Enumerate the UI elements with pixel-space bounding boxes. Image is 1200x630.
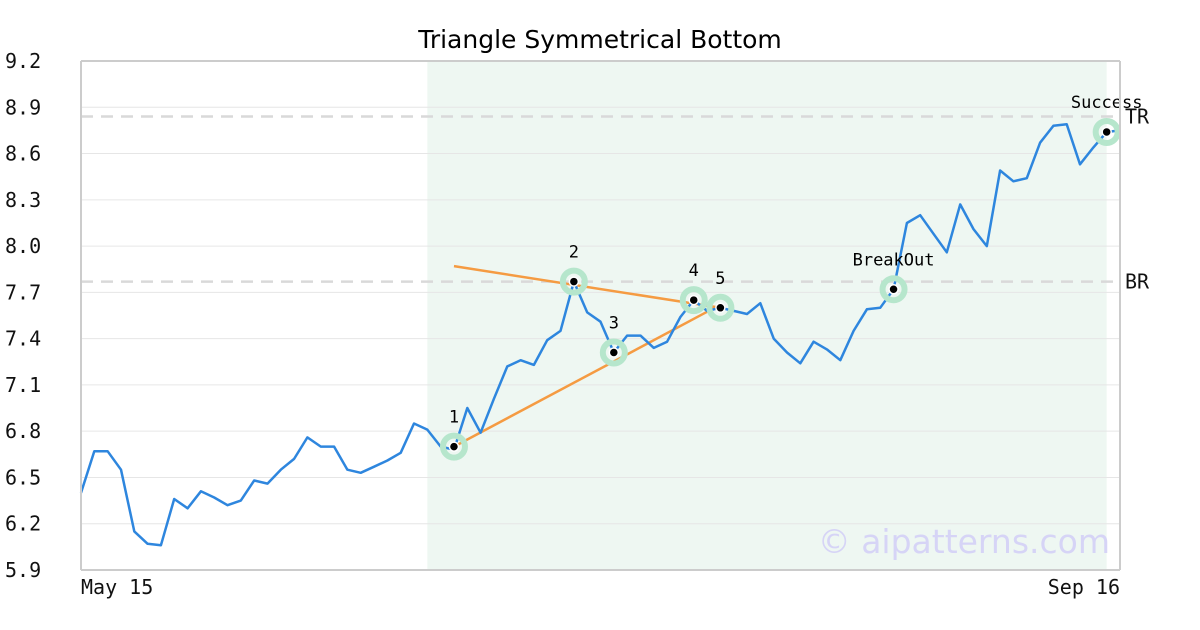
marker-dot <box>688 294 699 306</box>
axes: 5.9 6.2 6.5 6.8 7.1 7.4 7.7 8.0 8.3 8.6 8.9 9.2 May … <box>5 49 1121 599</box>
annotation-label: 1 <box>449 408 459 428</box>
marker-dot <box>608 347 620 358</box>
marker-ring <box>879 275 908 304</box>
annotation-label: 5 <box>715 269 725 289</box>
y-tick-label: 6.2 <box>5 512 41 536</box>
annotations: 1 2 3 4 5 BreakOut Success <box>439 93 1143 461</box>
marker-dot <box>1101 126 1112 138</box>
marker-ring <box>706 293 735 322</box>
reference-label: BR <box>1125 270 1150 294</box>
y-tick-label: 9.2 <box>5 49 41 73</box>
chart-background <box>427 61 1107 570</box>
marker-ring <box>439 432 468 461</box>
y-tick-label: 8.6 <box>5 142 41 166</box>
marker-ring <box>559 267 588 296</box>
annotation-label: Success <box>1071 93 1143 113</box>
annotation-label: 2 <box>569 243 579 263</box>
reference-label: TR <box>1125 105 1150 129</box>
y-tick-label: 6.5 <box>5 465 41 489</box>
y-tick-label: 8.9 <box>5 95 41 119</box>
highlight-region <box>427 61 1107 570</box>
trend-line <box>453 303 721 448</box>
trend-line <box>453 264 721 310</box>
trend-lines <box>453 264 721 448</box>
reference-lines: TR BR <box>81 105 1150 294</box>
annotation-label: 4 <box>689 261 699 281</box>
chart-title: Triangle Symmetrical Bottom <box>417 25 782 54</box>
y-tick-label: 8.3 <box>5 188 41 212</box>
marker-dot <box>888 284 899 295</box>
marker-dot <box>568 276 580 287</box>
price-line <box>79 122 1121 547</box>
y-tick-label: 8.0 <box>5 234 41 258</box>
y-tick-label: 7.1 <box>5 373 41 397</box>
series-layer <box>79 122 1121 547</box>
y-tick-label: 6.8 <box>5 419 41 443</box>
y-tick-label: 7.4 <box>5 327 41 351</box>
x-tick-label: Sep 16 <box>1048 575 1120 599</box>
watermark: © aipatterns.com <box>818 522 1110 561</box>
marker-ring <box>599 338 628 367</box>
annotation-label: BreakOut <box>853 250 935 270</box>
marker-ring <box>679 286 708 315</box>
x-tick-label: May 15 <box>81 575 153 599</box>
annotation-label: 3 <box>609 314 619 334</box>
marker-dot <box>448 441 460 452</box>
y-tick-label: 5.9 <box>5 558 41 582</box>
marker-ring <box>1092 117 1121 146</box>
y-tick-label: 7.7 <box>5 280 41 304</box>
marker-dot <box>715 302 726 314</box>
